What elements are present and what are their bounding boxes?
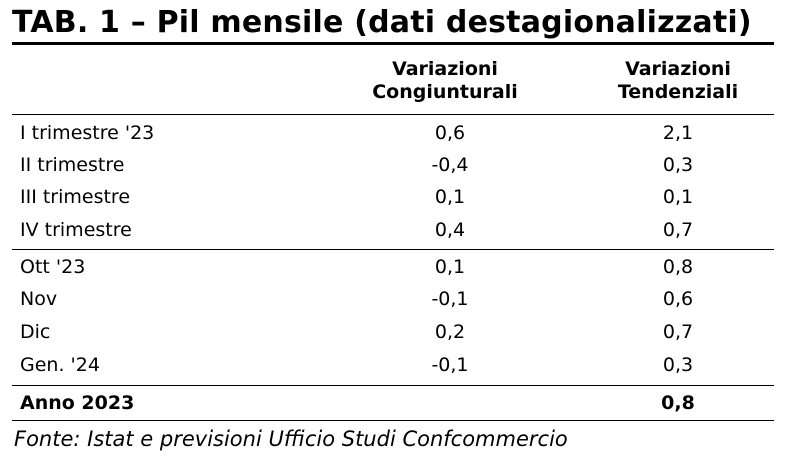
row-label: Gen. '24 [20, 354, 100, 376]
tendenziale-value: 2,1 [662, 122, 694, 144]
row-label: Dic [20, 321, 51, 343]
row-label: II trimestre [20, 154, 125, 176]
table-row: III trimestre 0,1 0,1 [0, 181, 800, 213]
total-label: Anno 2023 [20, 392, 135, 414]
congiunturale-value: -0,4 [431, 154, 469, 176]
tendenziale-value: 0,3 [662, 154, 694, 176]
congiunturale-value: 0,1 [434, 256, 466, 278]
title-rule [12, 42, 774, 45]
source-note: Fonte: Istat e previsioni Ufficio Studi … [14, 427, 568, 451]
column-header-line: Variazioni [392, 58, 498, 80]
congiunturale-value: 0,1 [434, 186, 466, 208]
table-row: IV trimestre 0,4 0,7 [0, 214, 800, 246]
tendenziale-value: 0,6 [662, 288, 694, 310]
table-row: II trimestre -0,4 0,3 [0, 149, 800, 181]
table-row: Dic 0,2 0,7 [0, 316, 800, 348]
congiunturale-value: -0,1 [431, 354, 469, 376]
table-row: Nov -0,1 0,6 [0, 283, 800, 315]
table-title: TAB. 1 – Pil mensile (dati destagionaliz… [12, 5, 752, 40]
table-row: Ott '23 0,1 0,8 [0, 251, 800, 283]
total-tendenziale-value: 0,8 [661, 392, 695, 414]
row-label: I trimestre '23 [20, 122, 155, 144]
table-row: I trimestre '23 0,6 2,1 [0, 117, 800, 149]
header-divider [12, 114, 774, 115]
row-label: Ott '23 [20, 256, 86, 278]
row-label: Nov [20, 288, 58, 310]
total-divider-bottom [12, 420, 774, 421]
section-divider [12, 249, 774, 250]
column-header-tendenziali: Variazioni Tendenziali [578, 58, 778, 104]
row-label: IV trimestre [20, 219, 132, 241]
row-label: III trimestre [20, 186, 131, 208]
tendenziale-value: 0,7 [662, 219, 694, 241]
tendenziale-value: 0,1 [662, 186, 694, 208]
total-divider-top [12, 385, 774, 386]
tendenziale-value: 0,7 [662, 321, 694, 343]
tendenziale-value: 0,8 [662, 256, 694, 278]
table-row: Gen. '24 -0,1 0,3 [0, 349, 800, 381]
total-row: Anno 2023 0,8 [0, 387, 800, 419]
column-header-line: Variazioni [625, 58, 731, 80]
tendenziale-value: 0,3 [662, 354, 694, 376]
congiunturale-value: 0,2 [434, 321, 466, 343]
column-header-line: Congiunturali [372, 81, 518, 103]
congiunturale-value: 0,6 [434, 122, 466, 144]
congiunturale-value: 0,4 [434, 219, 466, 241]
column-header-congiunturali: Variazioni Congiunturali [345, 58, 545, 104]
congiunturale-value: -0,1 [431, 288, 469, 310]
column-header-line: Tendenziali [617, 81, 739, 103]
